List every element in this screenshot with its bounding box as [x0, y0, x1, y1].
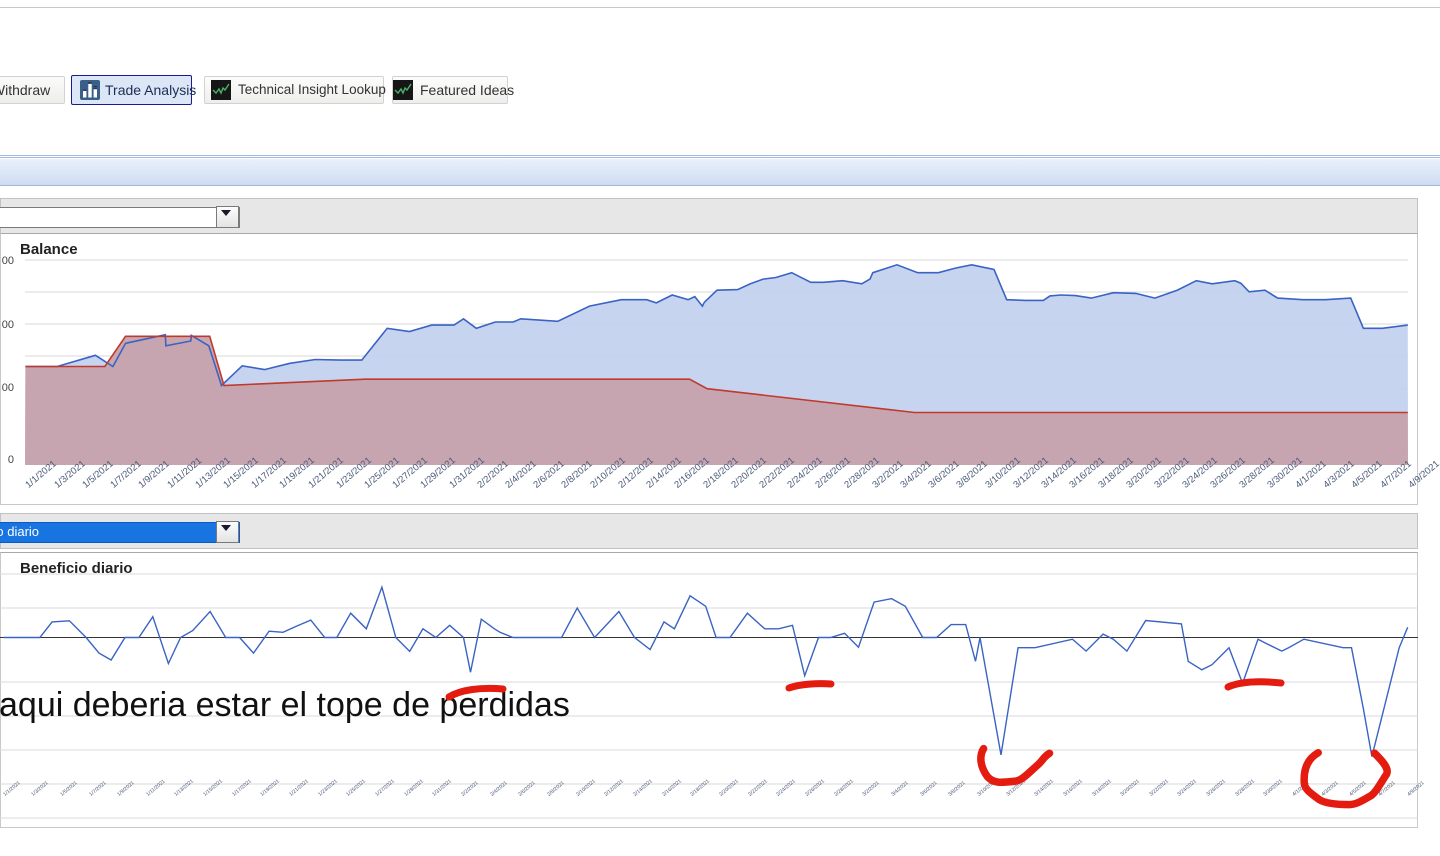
- svg-text:00: 00: [2, 255, 14, 267]
- svg-text:0: 0: [8, 454, 14, 466]
- svg-text:00: 00: [2, 319, 14, 331]
- svg-text:00: 00: [2, 382, 14, 394]
